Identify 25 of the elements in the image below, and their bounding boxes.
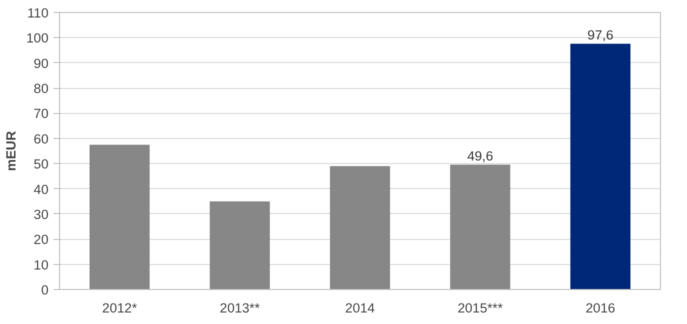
- data-label: 49,6: [467, 148, 494, 164]
- x-tick-label: 2013**: [220, 300, 260, 316]
- bar: [210, 201, 270, 290]
- y-axis-title: mEUR: [3, 130, 18, 171]
- y-tick-label: 80: [34, 81, 49, 96]
- y-tick-label: 20: [34, 232, 49, 248]
- y-tick-label: 60: [34, 131, 49, 146]
- y-tick-label: 0: [41, 282, 49, 298]
- y-tick-label: 90: [34, 56, 49, 71]
- bar: [90, 144, 150, 290]
- y-tick-label: 70: [34, 106, 49, 122]
- y-tick-label: 110: [27, 6, 48, 20]
- y-tick-label: 40: [34, 182, 49, 197]
- x-tick-label: 2014: [345, 300, 376, 316]
- y-tick-label: 100: [26, 30, 49, 46]
- y-tick-label: 50: [34, 156, 49, 172]
- y-tick-label: 30: [34, 206, 49, 222]
- x-tick-label: 2012*: [102, 300, 138, 316]
- x-tick-label: 2016: [586, 300, 616, 316]
- y-tick-label: 10: [34, 257, 49, 272]
- data-label: 97,6: [587, 28, 614, 43]
- bar: [570, 44, 630, 290]
- bar: [330, 166, 390, 290]
- x-tick-label: 2015***: [458, 300, 503, 316]
- bar: [450, 164, 510, 290]
